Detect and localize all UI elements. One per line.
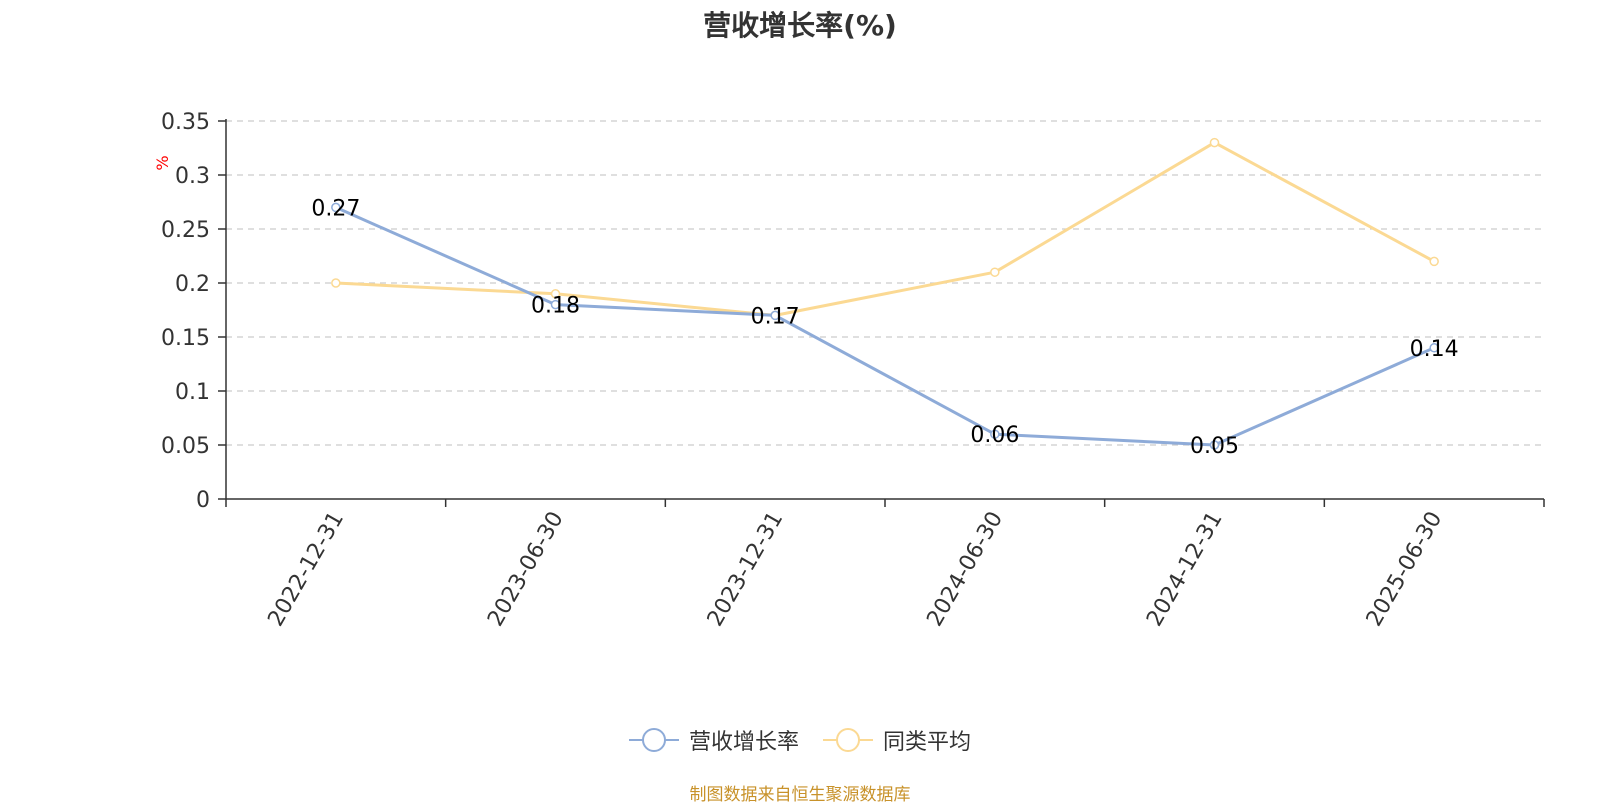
grid-lines	[226, 120, 1544, 446]
data-label: 0.05	[1190, 434, 1239, 459]
data-labels: 0.27 0.18 0.17 0.06 0.05 0.14	[311, 196, 1458, 459]
data-point	[770, 310, 780, 321]
legend-item-revenue-growth[interactable]: 营收增长率	[628, 724, 799, 756]
chart-title: 营收增长率(%)	[703, 9, 897, 42]
x-tick-label: 2023-06-30	[483, 508, 569, 631]
y-tick-label: 0.3	[175, 164, 210, 189]
series-line-peer-average	[335, 141, 1435, 317]
x-tick-label: 2023-12-31	[703, 508, 789, 631]
x-tick-label: 2022-12-31	[263, 508, 349, 631]
data-point	[1209, 137, 1220, 148]
y-axis-label: %	[153, 155, 172, 170]
legend-label-peer-average: 同类平均	[883, 730, 972, 755]
data-label: 0.27	[311, 196, 360, 221]
data-label: 0.06	[970, 423, 1019, 448]
x-tick-label: 2024-12-31	[1142, 508, 1228, 631]
legend-swatch-revenue-growth	[628, 728, 679, 752]
series-lines	[331, 137, 1439, 450]
data-point	[331, 202, 341, 213]
data-label: 0.17	[751, 304, 800, 329]
data-point	[1209, 440, 1220, 450]
legend-item-peer-average[interactable]: 同类平均	[823, 724, 971, 756]
legend-label-revenue-growth: 营收增长率	[688, 730, 799, 755]
data-point	[990, 429, 1000, 439]
legend: 营收增长率 同类平均	[0, 724, 1600, 756]
y-tick-label: 0.15	[161, 326, 210, 351]
series-line-revenue-growth	[335, 206, 1435, 447]
data-point	[331, 278, 341, 288]
source-note: 制图数据来自恒生聚源数据库	[689, 785, 911, 805]
data-point	[1429, 343, 1439, 353]
data-point	[1429, 256, 1439, 267]
x-tick-label: 2024-06-30	[922, 508, 1008, 631]
y-tick-label: 0.05	[161, 434, 210, 459]
y-tick-label: 0.1	[175, 380, 210, 405]
y-tick-label: 0.25	[161, 218, 210, 243]
y-tick-label: 0.2	[175, 272, 210, 297]
y-tick-label: 0.35	[161, 110, 210, 135]
data-point	[550, 299, 561, 310]
data-point	[990, 267, 1000, 277]
x-tick-label: 2025-06-30	[1362, 508, 1448, 631]
data-point	[550, 289, 561, 299]
legend-swatch-peer-average	[823, 728, 873, 752]
data-label: 0.18	[531, 294, 580, 319]
y-tick-label: 0	[196, 488, 210, 513]
data-label: 0.14	[1410, 337, 1459, 362]
axes: 0 0.05 0.1 0.15 0.2 0.25 0.3 0.35% 2022-12-31 202…	[153, 110, 1545, 631]
